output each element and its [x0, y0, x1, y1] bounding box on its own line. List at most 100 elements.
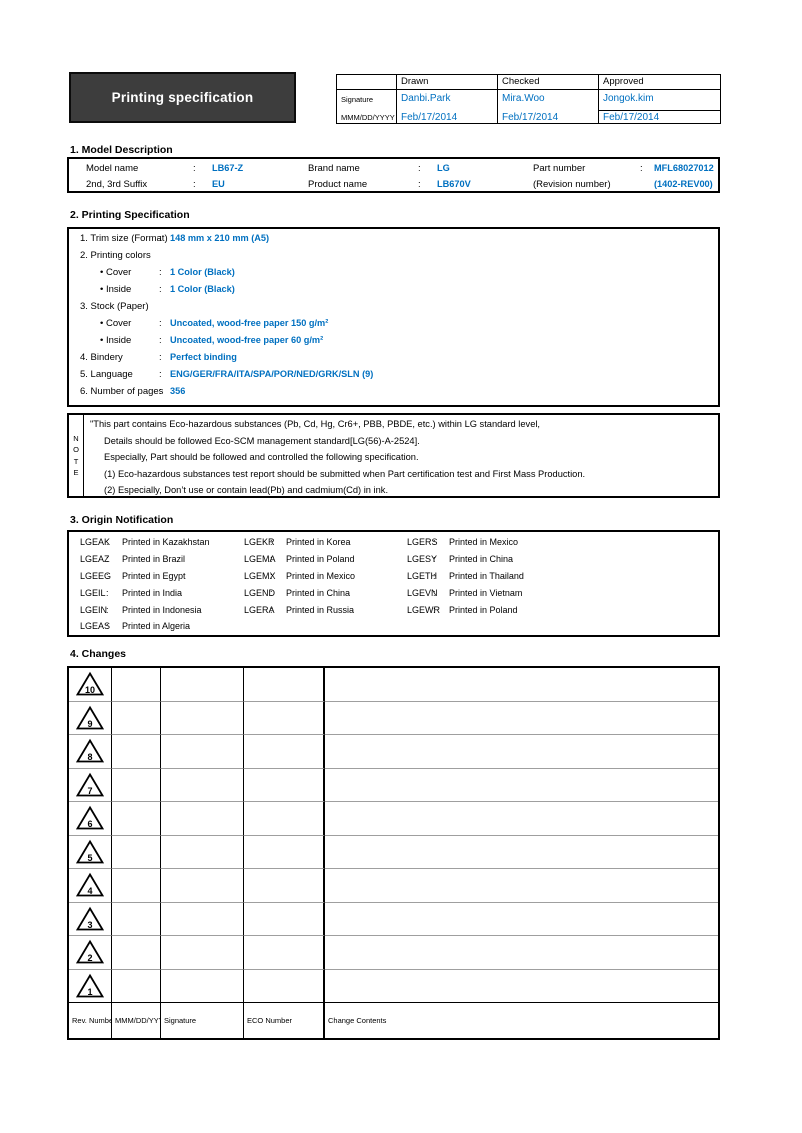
colon: : [159, 369, 162, 380]
approval-header-approved: Approved [599, 75, 720, 90]
revision-triangle-icon: 5 [75, 839, 105, 864]
spec-line-trim-size: 1. Trim size (Format) : 148 mm x 210 mm … [80, 233, 270, 244]
colon: : [106, 588, 109, 598]
changes-footer-signature: Signature [161, 1003, 244, 1038]
svg-text:2: 2 [87, 953, 92, 963]
changes-empty-cell [244, 936, 325, 970]
approval-row-label-signature: Signature [337, 90, 397, 111]
note-line-4: (1) Eco-hazardous substances test report… [104, 469, 586, 479]
origin-country: Printed in Brazil [122, 554, 186, 564]
changes-rev-cell: 8 [69, 735, 112, 769]
colon: : [433, 571, 436, 581]
revision-triangle-icon: 1 [75, 973, 105, 998]
changes-empty-cell [161, 768, 244, 802]
changes-empty-cell [325, 970, 718, 1003]
colon: : [106, 621, 109, 631]
approval-header-drawn: Drawn [397, 75, 498, 90]
approval-date-drawn: Feb/17/2014 [397, 111, 498, 123]
origin-code: LGEND [244, 588, 276, 598]
origin-code: LGERA [244, 605, 275, 615]
revision-triangle-icon: 9 [75, 705, 105, 730]
changes-empty-cell [112, 802, 161, 836]
colon: : [270, 605, 273, 615]
section-heading-printing-specification: 2. Printing Specification [70, 209, 190, 221]
spec-line-stock-inside: • Inside : Uncoated, wood-free paper 60 … [100, 335, 324, 346]
revision-triangle-icon: 6 [75, 805, 105, 830]
origin-country: Printed in Korea [286, 537, 351, 547]
revision-number-label: (Revision number) [533, 179, 611, 190]
colon: : [159, 386, 162, 397]
colon: : [418, 163, 421, 174]
changes-empty-cell [112, 969, 161, 1003]
changes-empty-cell [244, 668, 325, 702]
origin-code: LGEWR [407, 605, 441, 615]
changes-footer-rev-number: Rev. Number [69, 1003, 112, 1038]
svg-text:6: 6 [87, 819, 92, 829]
printing-spec-banner-label: Printing specification [111, 90, 254, 105]
colon: : [106, 605, 109, 615]
origin-entry: LGEND: Printed in China [244, 588, 404, 602]
origin-entry: LGERS: Printed in Mexico [407, 537, 567, 551]
changes-footer-eco-number: ECO Number [244, 1003, 325, 1038]
approval-date-checked: Feb/17/2014 [498, 111, 599, 123]
changes-rev-cell: 7 [69, 768, 112, 802]
approval-corner-cell [337, 75, 397, 90]
changes-empty-cell [244, 802, 325, 836]
changes-empty-cell [112, 936, 161, 970]
origin-entry: LGEIL: Printed in India [80, 588, 310, 602]
origin-code: LGETH [407, 571, 438, 581]
model-row-2: 2nd, 3rd Suffix : EU Product name : LB67… [69, 179, 718, 193]
origin-code: LGEVN [407, 588, 438, 598]
origin-entry: LGETH: Printed in Thailand [407, 571, 567, 585]
changes-empty-cell [161, 969, 244, 1003]
origin-entry: LGEMX: Printed in Mexico [244, 571, 404, 585]
revision-number-value: (1402-REV00) [654, 179, 713, 189]
changes-empty-cell [161, 902, 244, 936]
changes-rev-cell: 4 [69, 869, 112, 903]
model-name-label: Model name [86, 163, 139, 174]
origin-code: LGERS [407, 537, 438, 547]
printing-specification-box: 1. Trim size (Format) : 148 mm x 210 mm … [67, 227, 720, 407]
colon: : [270, 571, 273, 581]
printing-spec-banner: Printing specification [69, 72, 296, 123]
changes-empty-cell [325, 936, 718, 970]
origin-country: Printed in Russia [286, 605, 355, 615]
colon: : [433, 554, 436, 564]
origin-code: LGEEG [80, 571, 112, 581]
origin-country: Printed in Thailand [449, 571, 524, 581]
origin-entry: LGEVN: Printed in Vietnam [407, 588, 567, 602]
part-number-label: Part number [533, 163, 586, 174]
changes-empty-cell [325, 903, 718, 936]
spec-line-bindery: 4. Bindery : Perfect binding [80, 352, 237, 363]
spec-line-language: 5. Language : ENG/GER/FRA/ITA/SPA/POR/NE… [80, 369, 374, 380]
changes-empty-cell [112, 701, 161, 735]
colon: : [159, 318, 162, 329]
svg-text:10: 10 [85, 685, 95, 695]
origin-entry: LGEWR: Printed in Poland [407, 605, 567, 619]
product-name-label: Product name [308, 179, 368, 190]
section-heading-origin-notification: 3. Origin Notification [70, 514, 174, 526]
svg-text:3: 3 [87, 920, 92, 930]
changes-rev-cell: 5 [69, 835, 112, 869]
note-line-5: (2) Especially, Don’t use or contain lea… [104, 485, 389, 495]
brand-name-label: Brand name [308, 163, 360, 174]
changes-empty-cell [244, 701, 325, 735]
note-box: N O T E "This part contains Eco-hazardou… [67, 413, 720, 498]
svg-text:4: 4 [87, 886, 92, 896]
origin-entry: LGEMA: Printed in Poland [244, 554, 404, 568]
changes-empty-cell [244, 869, 325, 903]
origin-entry: LGESY: Printed in China [407, 554, 567, 568]
origin-country: Printed in Algeria [122, 621, 191, 631]
changes-empty-cell [325, 802, 718, 836]
svg-text:9: 9 [87, 719, 92, 729]
colon: : [270, 537, 273, 547]
svg-text:7: 7 [87, 786, 92, 796]
origin-notification-box: LGEAK: Printed in Kazakhstan LGEAZ: Printe… [67, 530, 720, 637]
note-letter: N [73, 433, 79, 443]
changes-empty-cell [112, 869, 161, 903]
part-number-value: MFL68027012 [654, 163, 714, 173]
origin-entry: LGEAS: Printed in Algeria [80, 621, 310, 635]
origin-code: LGEKR [244, 537, 275, 547]
brand-name-value: LG [437, 163, 450, 173]
colon: : [193, 179, 196, 190]
